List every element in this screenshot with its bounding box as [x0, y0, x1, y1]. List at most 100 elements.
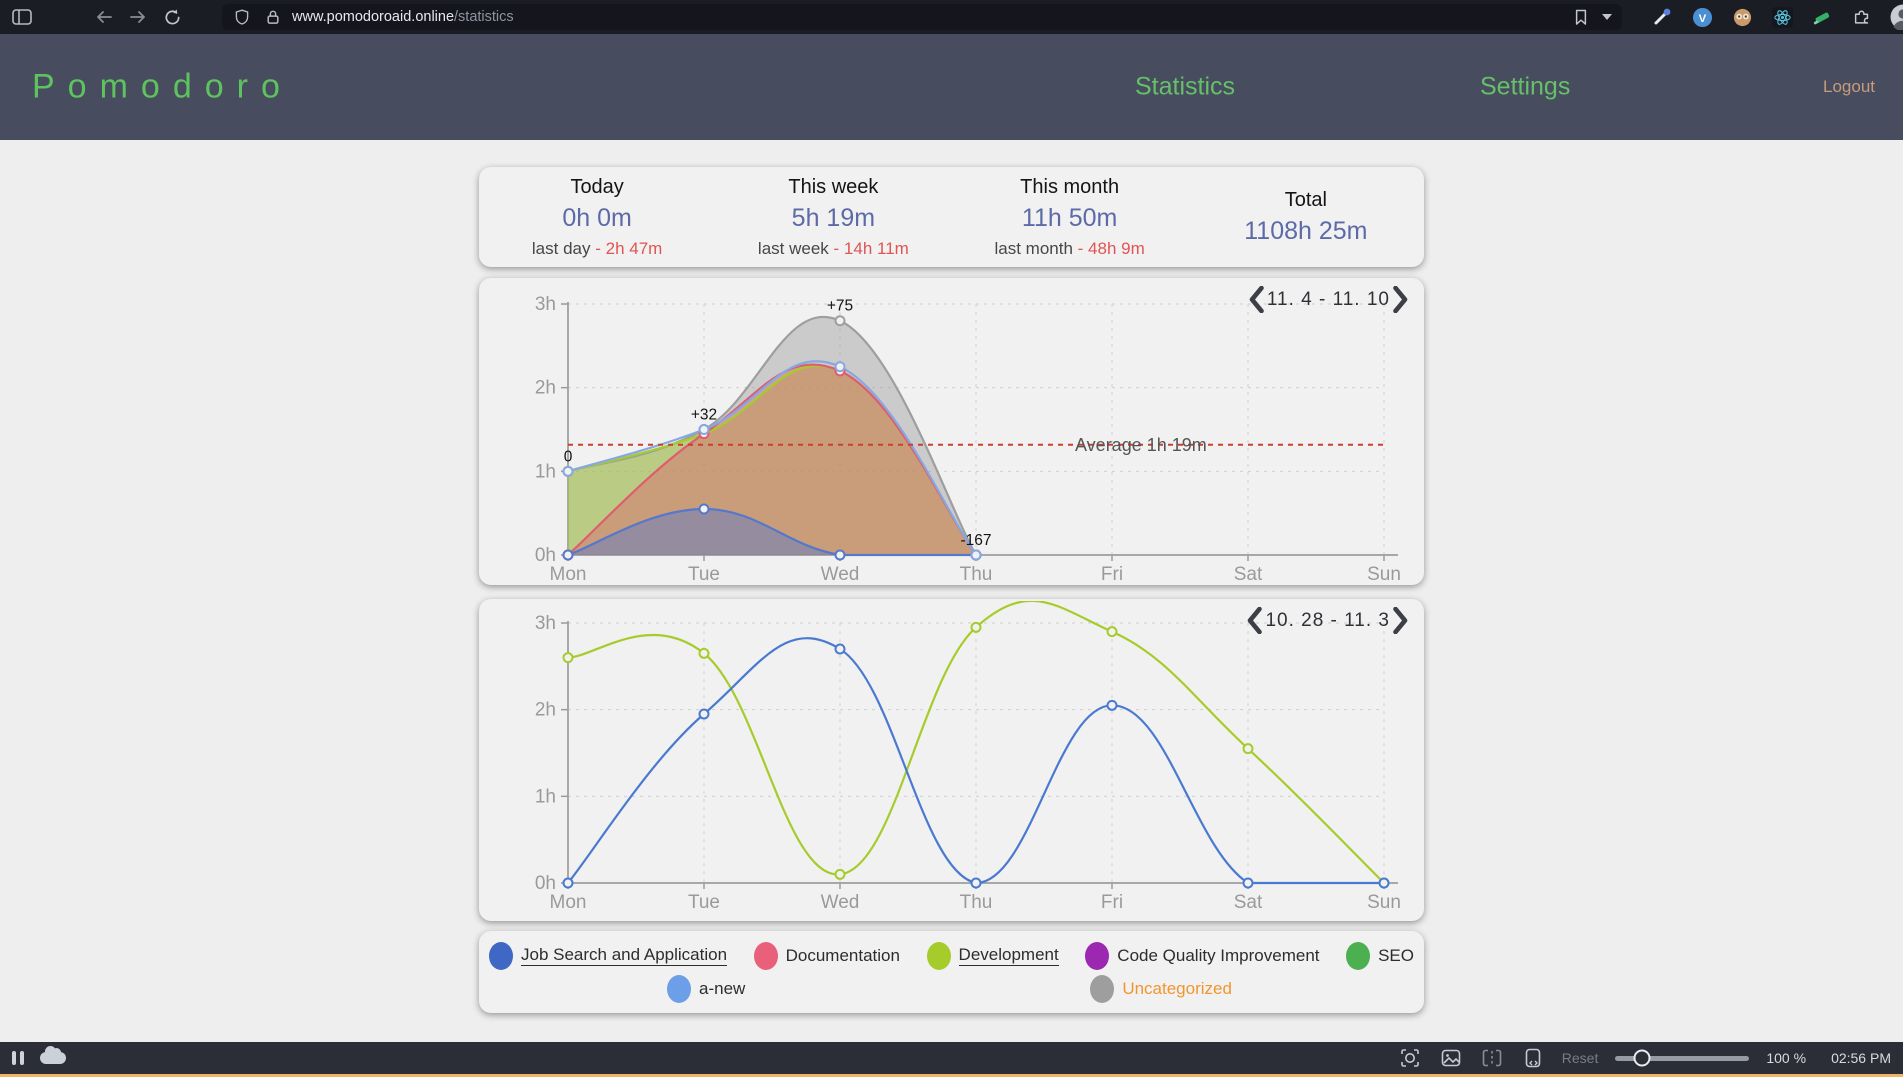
stat-today: Today 0h 0m last day - 2h 47m — [479, 176, 715, 259]
stat-title: This month — [1020, 175, 1120, 198]
prev-week-icon[interactable] — [1249, 286, 1264, 313]
legend-label: Job Search and Application — [521, 945, 728, 966]
legend-color-dot — [489, 941, 513, 970]
zoom-slider-knob[interactable] — [1633, 1049, 1651, 1067]
next-week-icon[interactable] — [1393, 286, 1408, 313]
browser-toolbar: www.pomodoroaid.online/statistics V — [0, 0, 1903, 34]
cloud-icon[interactable] — [40, 1046, 66, 1064]
eyedropper-extension-icon[interactable] — [1650, 5, 1674, 29]
svg-text:2h: 2h — [535, 378, 556, 399]
stat-total: Total 1108h 25m — [1188, 189, 1424, 246]
legend-label: Development — [958, 945, 1059, 966]
svg-text:0: 0 — [564, 448, 573, 465]
svg-text:Fri: Fri — [1101, 892, 1123, 913]
stat-title: Total — [1284, 188, 1327, 211]
app-header: Pomodoro Statistics Settings Logout — [0, 34, 1903, 140]
legend-color-dot — [1090, 974, 1115, 1003]
legend-color-dot — [926, 941, 951, 970]
svg-text:0h: 0h — [535, 873, 556, 894]
legend-item-a-new[interactable]: a-new — [667, 974, 746, 1003]
lock-icon[interactable] — [261, 5, 285, 29]
svg-text:Tue: Tue — [688, 564, 720, 583]
svg-text:V: V — [1698, 12, 1706, 24]
bookmark-icon[interactable] — [1569, 5, 1593, 29]
pause-icon[interactable] — [12, 1051, 24, 1065]
screenshot-icon[interactable] — [1439, 1046, 1463, 1070]
week-range-nav: 11. 4 - 11. 10 — [1249, 286, 1408, 313]
svg-text:Thu: Thu — [960, 564, 993, 583]
clock: 02:56 PM — [1831, 1050, 1891, 1066]
stat-this-week: This week 5h 19m last week - 14h 11m — [715, 176, 951, 259]
stat-title: Today — [570, 175, 624, 198]
weekly-chart-card: 11. 4 - 11. 10 0h 1h 2h 3h Mon Tue Wed Thu Fri Sa… — [479, 278, 1424, 585]
vimium-extension-icon[interactable]: V — [1690, 5, 1714, 29]
zoom-slider[interactable] — [1615, 1049, 1750, 1067]
profile-avatar[interactable] — [1890, 4, 1903, 30]
next-week-icon[interactable] — [1393, 607, 1408, 634]
stat-value: 0h 0m — [562, 203, 632, 232]
react-devtools-extension-icon[interactable] — [1770, 5, 1794, 29]
svg-text:Mon: Mon — [550, 564, 587, 583]
legend-item-development[interactable]: Development — [926, 941, 1059, 970]
zoom-level: 100 % — [1766, 1050, 1807, 1066]
stat-compare-label: last day — [531, 238, 591, 258]
prev-week-range-label: 10. 28 - 11. 3 — [1265, 609, 1390, 631]
svg-text:Thu: Thu — [960, 892, 993, 913]
nav-settings[interactable]: Settings — [1480, 72, 1571, 101]
sidebar-toggle-icon[interactable] — [10, 5, 34, 29]
stat-compare-label: last month — [994, 238, 1073, 258]
legend-item-code-quality-improvement[interactable]: Code Quality Improvement — [1085, 941, 1320, 970]
svg-text:0h: 0h — [535, 545, 556, 566]
svg-text:Sun: Sun — [1367, 892, 1401, 913]
legend-color-dot — [1346, 941, 1371, 970]
svg-text:3h: 3h — [535, 613, 556, 634]
legend-item-job-search-and-application[interactable]: Job Search and Application — [489, 941, 728, 970]
svg-text:Sun: Sun — [1367, 564, 1401, 583]
split-view-icon[interactable] — [1480, 1046, 1504, 1070]
bottom-accent-strip — [0, 1074, 1903, 1077]
url-text: www.pomodoroaid.online/statistics — [292, 9, 514, 25]
svg-text:Sat: Sat — [1234, 892, 1263, 913]
monkey-face-extension-icon[interactable] — [1730, 5, 1754, 29]
legend-item-seo[interactable]: SEO — [1346, 941, 1414, 970]
nav-statistics[interactable]: Statistics — [1135, 72, 1236, 101]
svg-text:+32: +32 — [691, 407, 717, 424]
svg-text:Wed: Wed — [821, 892, 860, 913]
prev-week-icon[interactable] — [1247, 607, 1263, 634]
legend-label: Documentation — [785, 945, 900, 965]
legend-label: a-new — [699, 978, 746, 998]
legend-color-dot — [667, 974, 691, 1003]
svg-text:Wed: Wed — [821, 564, 860, 583]
tracking-shield-icon[interactable] — [230, 5, 254, 29]
bookmark-caret-icon[interactable] — [1600, 5, 1614, 29]
puzzle-extensions-icon[interactable] — [1850, 5, 1874, 29]
app-logo[interactable]: Pomodoro — [32, 67, 293, 106]
device-code-icon[interactable] — [1521, 1046, 1545, 1070]
stat-value: 11h 50m — [1021, 203, 1118, 232]
bottom-taskbar: Reset 100 % 02:56 PM — [0, 1042, 1903, 1074]
highlighter-extension-icon[interactable] — [1810, 5, 1834, 29]
reload-icon[interactable] — [160, 5, 184, 29]
legend-item-documentation[interactable]: Documentation — [753, 941, 900, 970]
logout-button[interactable]: Logout — [1823, 77, 1875, 96]
stats-summary-card: Today 0h 0m last day - 2h 47m This week … — [479, 167, 1424, 267]
address-bar[interactable]: www.pomodoroaid.online/statistics — [222, 4, 1622, 30]
zoom-reset-button[interactable]: Reset — [1561, 1050, 1599, 1066]
back-icon[interactable] — [92, 5, 116, 29]
legend-label: Code Quality Improvement — [1117, 945, 1320, 965]
svg-text:Average 1h 19m: Average 1h 19m — [1075, 435, 1207, 455]
legend-row-1: Job Search and Application Documentation D… — [489, 939, 1414, 972]
forward-icon[interactable] — [126, 5, 150, 29]
week-range-label: 11. 4 - 11. 10 — [1266, 288, 1390, 310]
previous-week-chart-card: 10. 28 - 11. 3 0h 1h 2h 3h Mon Tue Wed Thu Fri Sa… — [479, 599, 1424, 921]
focus-capture-icon[interactable] — [1398, 1046, 1422, 1070]
legend-label: Uncategorized — [1122, 978, 1232, 998]
svg-text:Fri: Fri — [1101, 564, 1123, 583]
legend-row-2: a-new Uncategorized — [489, 972, 1414, 1005]
legend-item-uncategorized[interactable]: Uncategorized — [1090, 974, 1232, 1003]
svg-text:2h: 2h — [535, 700, 556, 721]
svg-text:-167: -167 — [960, 532, 991, 549]
stat-this-month: This month 11h 50m last month - 48h 9m — [952, 176, 1188, 259]
stat-title: This week — [788, 175, 879, 198]
previous-week-line-chart: 0h 1h 2h 3h Mon Tue Wed Thu Fri Sat Sun — [535, 599, 1401, 913]
